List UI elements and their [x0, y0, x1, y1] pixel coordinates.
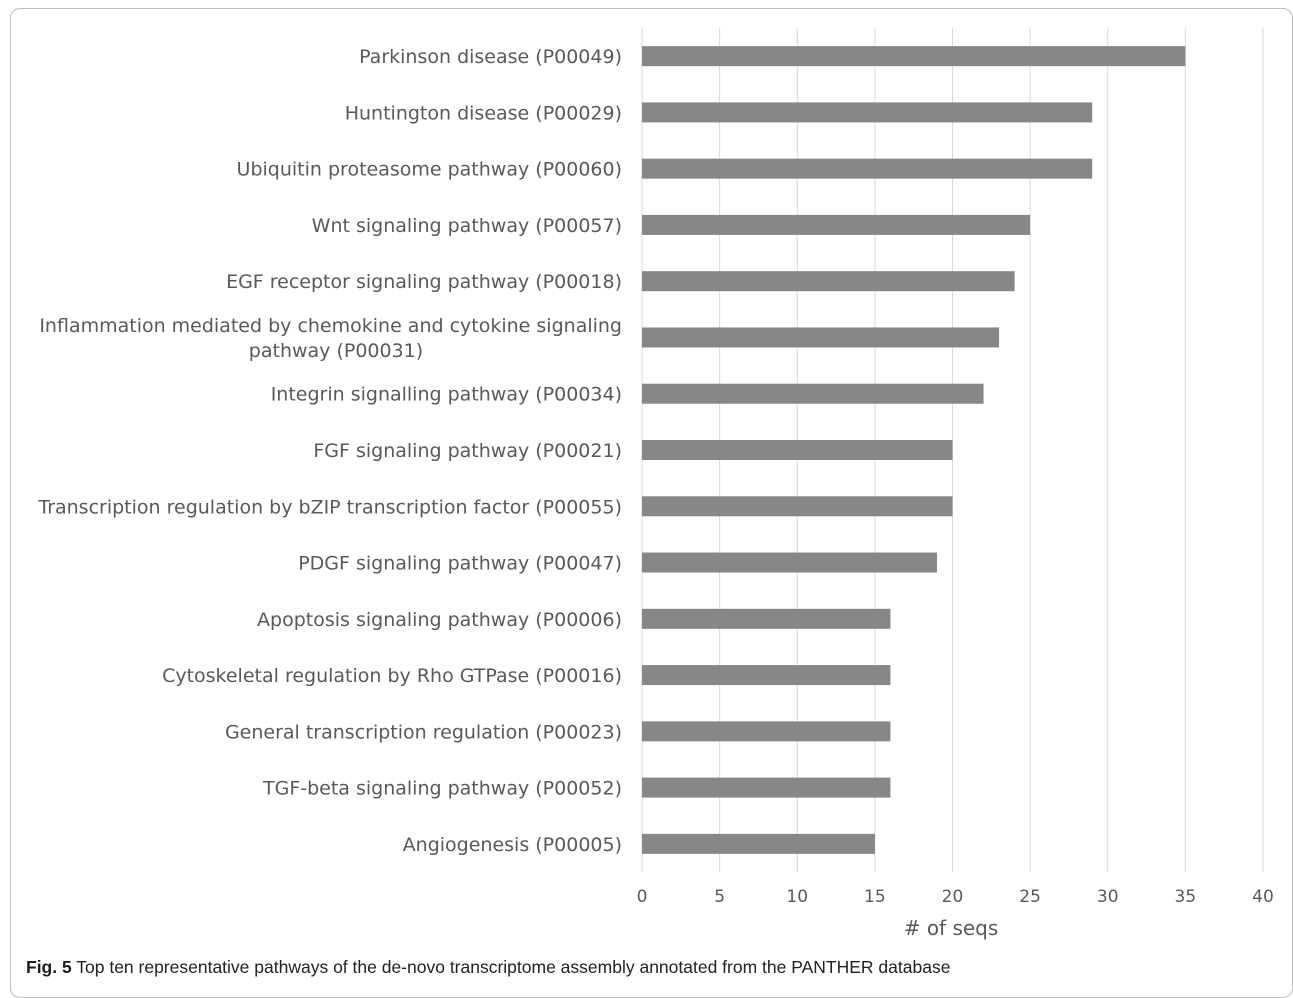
- category-label-line: Angiogenesis (P00005): [403, 834, 622, 856]
- bar: [642, 552, 937, 573]
- x-tick-label: 15: [864, 887, 886, 907]
- category-label: Transcription regulation by bZIP transcr…: [37, 496, 622, 518]
- x-tick-label: 0: [637, 887, 648, 907]
- x-tick-label: 35: [1175, 887, 1197, 907]
- category-label-line: pathway (P00031): [249, 340, 423, 362]
- category-label-line: Integrin signalling pathway (P00034): [271, 384, 622, 406]
- bar: [642, 271, 1015, 292]
- bar: [642, 214, 1031, 235]
- x-tick-label: 5: [714, 887, 725, 907]
- category-label-line: Wnt signaling pathway (P00057): [312, 215, 622, 237]
- category-label: PDGF signaling pathway (P00047): [298, 553, 622, 575]
- category-label-line: Inflammation mediated by chemokine and c…: [39, 315, 622, 337]
- bars: [642, 46, 1186, 854]
- category-labels: Parkinson disease (P00049) Huntington dis…: [37, 46, 622, 856]
- category-label: Wnt signaling pathway (P00057): [312, 215, 622, 237]
- category-label: Ubiquitin proteasome pathway (P00060): [237, 159, 622, 181]
- category-label-line: Huntington disease (P00029): [345, 102, 622, 124]
- category-label: Huntington disease (P00029): [345, 102, 622, 124]
- category-label-line: TGF-beta signaling pathway (P00052): [262, 778, 622, 800]
- x-tick-label: 10: [786, 887, 808, 907]
- category-label: Cytoskeletal regulation by Rho GTPase (P…: [162, 665, 622, 687]
- category-label: General transcription regulation (P00023…: [225, 721, 622, 743]
- bar: [642, 158, 1093, 179]
- category-label: EGF receptor signaling pathway (P00018): [226, 271, 622, 293]
- bar: [642, 721, 891, 742]
- category-label: FGF signaling pathway (P00021): [313, 440, 622, 462]
- x-tick-label: 40: [1252, 887, 1274, 907]
- x-axis-title: # of seqs: [904, 916, 999, 940]
- category-label-line: General transcription regulation (P00023…: [225, 721, 622, 743]
- category-label-line: PDGF signaling pathway (P00047): [298, 553, 622, 575]
- bar: [642, 833, 875, 854]
- bar: [642, 665, 891, 686]
- bar: [642, 327, 1000, 348]
- caption-text: Top ten representative pathways of the d…: [71, 957, 951, 977]
- x-tick-label: 20: [942, 887, 964, 907]
- category-label: Apoptosis signaling pathway (P00006): [257, 609, 622, 631]
- x-tick-label: 30: [1097, 887, 1119, 907]
- bar: [642, 102, 1093, 123]
- category-label-line: Apoptosis signaling pathway (P00006): [257, 609, 622, 631]
- category-label: TGF-beta signaling pathway (P00052): [262, 778, 622, 800]
- bar: [642, 608, 891, 629]
- category-label: Angiogenesis (P00005): [403, 834, 622, 856]
- bar-chart: Parkinson disease (P00049) Huntington dis…: [37, 28, 1274, 940]
- category-label: Integrin signalling pathway (P00034): [271, 384, 622, 406]
- category-label-line: FGF signaling pathway (P00021): [313, 440, 622, 462]
- bar: [642, 496, 953, 517]
- category-label-line: Parkinson disease (P00049): [359, 46, 622, 68]
- category-label-line: EGF receptor signaling pathway (P00018): [226, 271, 622, 293]
- bar: [642, 440, 953, 460]
- x-tick-labels: 0 5 10 15 20 25 30 35 40: [637, 887, 1274, 907]
- bar: [642, 383, 984, 404]
- category-label-line: Transcription regulation by bZIP transcr…: [37, 496, 622, 518]
- figure-caption: Fig. 5 Top ten representative pathways o…: [26, 957, 1276, 978]
- x-tick-label: 25: [1019, 887, 1041, 907]
- category-label-line: Cytoskeletal regulation by Rho GTPase (P…: [162, 665, 622, 687]
- caption-label: Fig. 5: [26, 957, 72, 977]
- category-label: Parkinson disease (P00049): [359, 46, 622, 68]
- category-label: Inflammation mediated by chemokine and c…: [39, 315, 622, 362]
- category-label-line: Ubiquitin proteasome pathway (P00060): [237, 159, 622, 181]
- bar: [642, 46, 1186, 67]
- bar: [642, 777, 891, 798]
